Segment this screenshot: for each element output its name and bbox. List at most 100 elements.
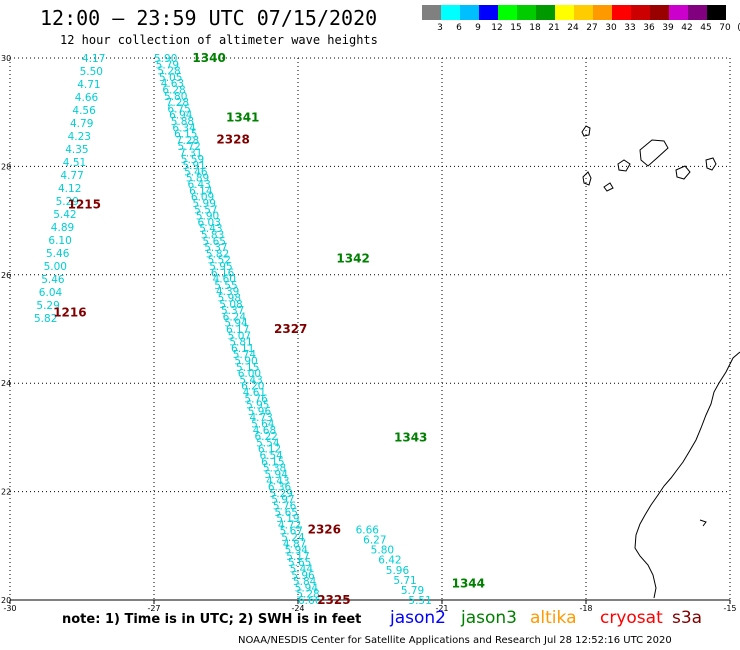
wave-height-value: 5.38 [263,463,286,475]
wave-height-value: 4.17 [82,53,105,65]
wave-height-value: 4.51 [63,157,86,169]
wave-height-value: 6.24 [223,311,247,323]
wave-height-value: 6.12 [258,444,281,456]
wave-height-value: 5.44 [290,563,314,575]
color-scale-label: 30 [605,23,617,33]
color-scale-label: 18 [529,23,541,33]
wave-height-value: 5.80 [164,91,187,103]
pass-label: 2328 [216,132,249,146]
wave-height-value: 5.96 [291,570,315,582]
wave-height-value: 5.84 [293,576,317,588]
color-swatch [498,5,517,20]
wave-height-value: 5.55 [214,280,237,292]
wave-height-value: 5.65 [203,236,226,248]
wave-height-value: 6.75 [167,103,190,115]
wave-height-value: 5.94 [285,545,309,557]
canary-island-tenerife [639,139,669,167]
wave-height-value: 4.63 [161,78,184,90]
wave-height-value: 5.82 [34,313,57,325]
wave-height-value: 5.76 [273,500,297,512]
wave-height-value: 5.79 [401,585,424,597]
page-title: 12:00 – 23:59 UTC 07/15/2020 [40,6,378,30]
color-scale-label: 42 [681,23,693,33]
y-tick-label: 26 [1,271,11,280]
wave-height-value: 5.52 [208,255,231,267]
wave-height-value: 4.72 [278,519,301,531]
wave-height-value: 4.23 [68,131,91,143]
wave-height-value: 5.19 [276,513,299,525]
pass-label: 1342 [336,252,369,266]
color-scale-label: 33 [624,23,636,33]
color-scale-label: 9 [475,23,481,33]
sat-jason3: jason3 [461,608,517,628]
color-scale-label: 3 [437,23,443,33]
wave-height-value: 6.00 [238,368,261,380]
y-tick-label: 28 [1,162,11,171]
wave-height-value: 5.89 [186,173,209,185]
color-scale-label: (ft) [736,23,740,33]
wave-height-value: 4.35 [65,144,88,156]
sat-s3a: s3a [672,608,703,628]
wave-height-value: 5.65 [288,557,311,569]
canary-island-gran-canaria [675,165,691,180]
footer-note: note: 1) Time is in UTC; 2) SWH is in fe… [62,612,362,627]
pass-label: 1215 [68,197,101,211]
africa-coast [634,351,740,599]
color-swatch [707,5,726,20]
wave-height-value: 5.59 [181,154,204,166]
wave-height-value: 5.67 [280,526,303,538]
color-scale-label: 21 [548,23,560,33]
wave-height-value: 6.28 [162,85,185,97]
color-swatch [612,5,631,20]
color-swatch [517,5,536,20]
canary-island-fuerteventura [705,157,717,171]
wave-height-value: 7.28 [176,135,199,147]
wave-height-value: 5.46 [46,248,70,260]
wave-height-value: 6.17 [226,324,249,336]
color-swatch [555,5,574,20]
canary-island-west [581,125,591,137]
pass-label: 1343 [394,430,427,444]
wave-height-value: 5.46 [41,274,65,286]
wave-height-value: 6.66 [298,595,322,607]
wave-height-value: 5.65 [275,507,298,519]
wave-height-value: 6.16 [211,267,235,279]
wave-height-value: 5.64 [251,419,275,431]
wave-height-value: 6.04 [39,287,63,299]
wave-height-value: 6.66 [356,525,380,537]
wave-height-value: 5.82 [206,248,229,260]
wave-height-value: 5.28 [157,66,180,78]
pass-label: 1344 [452,577,485,591]
wave-height-value: 5.94 [224,318,248,330]
wave-height-value: 7.28 [166,97,189,109]
y-tick-label: 30 [1,54,11,63]
wave-height-value: 6.11 [231,343,254,355]
wave-height-value: 5.29 [36,300,59,312]
pass-label: 2326 [308,523,341,537]
sat-jason2: jason2 [390,608,446,628]
canary-island-palma [582,171,592,186]
wave-height-value: 6.22 [254,431,277,443]
wave-height-value: 5.17 [286,551,309,563]
wave-height-value: 5.00 [44,261,67,273]
canary-island-gomera [617,159,631,172]
color-swatch [460,5,479,20]
color-swatch [631,5,650,20]
wave-height-value: 5.29 [56,196,79,208]
wave-height-value: 4.43 [266,475,289,487]
wave-height-value: 4.73 [249,412,272,424]
wave-height-value: 4.60 [213,274,236,286]
wave-height-value: 4.89 [51,222,74,234]
wave-height-value: 5.46 [184,166,208,178]
x-tick-label: -24 [291,604,304,613]
wave-height-value: 5.07 [228,330,251,342]
wave-height-value: 6.15 [261,456,284,468]
wave-height-value: 4.68 [253,425,276,437]
wave-height-value: 5.72 [177,141,200,153]
wave-height-tracks: 4.175.504.714.664.564.794.234.354.514.77… [34,53,432,607]
wave-height-value: 6.43 [187,179,210,191]
wave-height-value: 4.71 [77,79,100,91]
wave-height-value: 5.24 [281,532,305,544]
color-swatch [574,5,593,20]
